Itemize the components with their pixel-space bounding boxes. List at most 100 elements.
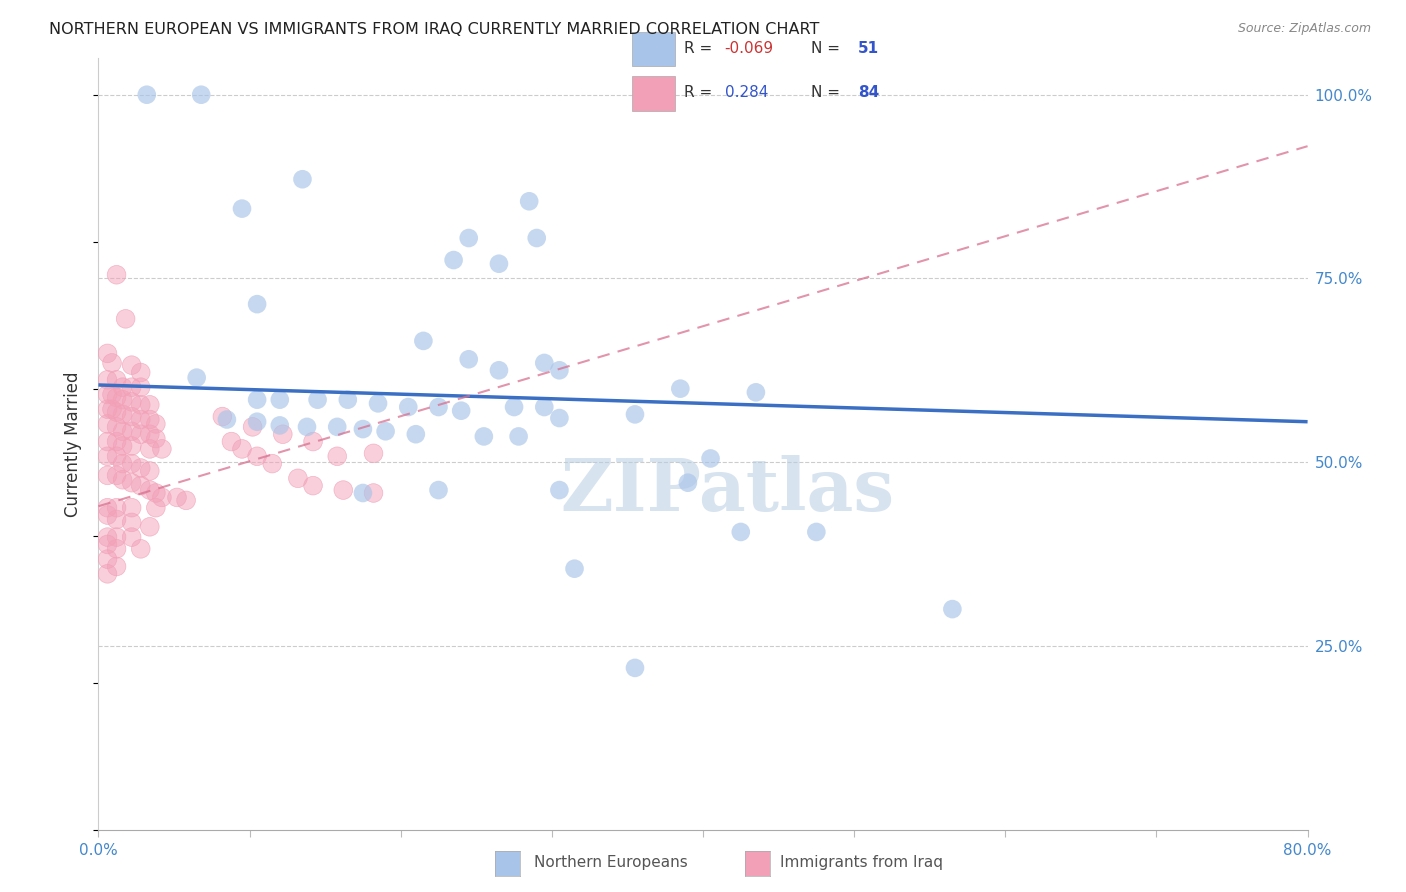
Point [336,392,359,407]
Point [150,442,173,456]
Point [139,442,162,456]
Text: 51: 51 [858,41,879,56]
Point [287,471,309,485]
Point [105,373,128,387]
Point [121,457,143,471]
Point [221,434,243,449]
Point [730,524,752,539]
Point [139,483,162,497]
Point [121,475,143,490]
Point [548,411,571,425]
Bar [631,32,675,67]
Point [114,311,136,326]
Point [302,478,325,492]
Text: N =: N = [811,86,845,101]
Point [96,387,118,401]
Point [111,439,134,453]
Point [624,408,647,422]
Point [129,380,152,394]
Point [101,387,124,401]
Point [96,450,118,464]
Text: R =: R = [685,41,717,56]
Point [121,500,143,515]
Point [121,439,143,453]
Point [96,552,118,566]
Point [450,403,472,417]
Point [145,486,167,500]
Point [129,541,152,556]
Point [166,491,188,505]
Point [111,473,134,487]
Point [105,512,128,526]
Point [96,537,118,551]
Point [105,500,128,515]
Point [139,412,162,426]
Point [96,468,118,483]
Point [139,398,162,412]
Point [150,491,173,505]
Point [105,420,128,434]
Point [129,366,152,380]
Point [548,483,571,497]
Point [287,471,309,485]
Point [295,420,318,434]
Point [129,398,152,412]
Point [269,418,291,433]
Point [111,392,134,407]
Point [211,409,233,424]
Point [105,559,128,574]
Point [105,268,128,282]
Point [111,408,134,422]
Point [96,346,118,360]
Point [269,392,291,407]
Point [129,461,152,475]
Text: Source: ZipAtlas.com: Source: ZipAtlas.com [1237,22,1371,36]
Point [326,450,349,464]
Point [105,405,128,419]
Point [367,396,389,410]
Text: ZIPatlas: ZIPatlas [560,455,894,525]
Point [96,434,118,449]
Point [105,530,128,544]
Point [326,450,349,464]
Point [111,424,134,438]
Point [129,412,152,426]
Point [111,457,134,471]
Point [145,486,167,500]
Text: Immigrants from Iraq: Immigrants from Iraq [780,855,943,870]
Point [101,402,124,417]
Point [135,87,157,102]
Point [669,382,692,396]
Point [246,297,269,311]
Point [564,562,586,576]
Point [221,434,243,449]
Point [129,478,152,492]
Point [307,392,329,407]
Point [101,356,124,370]
Text: R =: R = [685,86,717,101]
Point [326,420,349,434]
Point [145,417,167,431]
Point [96,402,118,417]
Point [121,439,143,453]
Point [145,500,167,515]
Point [105,434,128,449]
Point [517,194,540,209]
Point [246,450,269,464]
Point [139,464,162,478]
Point [96,346,118,360]
Point [396,400,419,414]
Point [121,358,143,372]
Point [271,427,294,442]
Point [129,461,152,475]
Point [457,231,479,245]
Point [262,457,284,471]
Point [211,409,233,424]
Point [363,446,385,460]
Point [121,358,143,372]
Point [332,483,354,497]
Point [129,366,152,380]
Point [111,408,134,422]
Point [101,387,124,401]
Point [302,478,325,492]
